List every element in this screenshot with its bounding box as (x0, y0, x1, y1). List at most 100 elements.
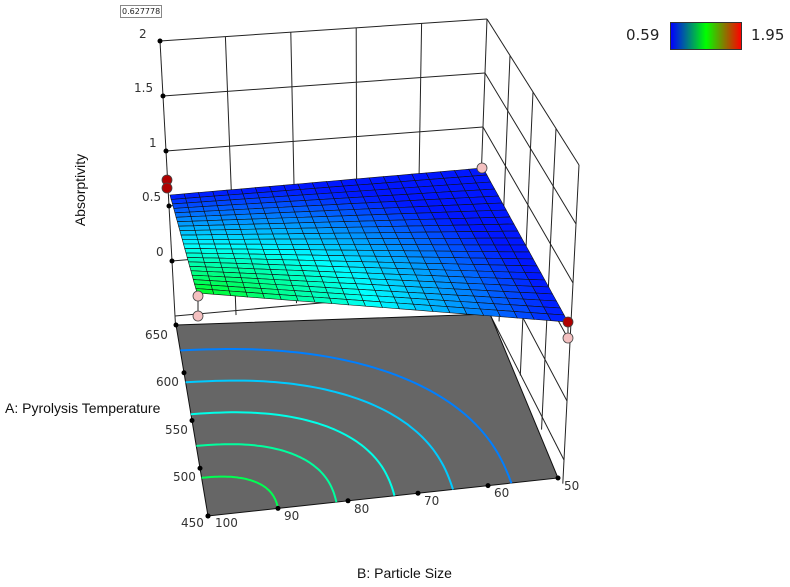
surface-cell (248, 253, 268, 260)
surface-cell (208, 224, 226, 231)
a-tick-label: 450 (181, 516, 204, 530)
surface-cell (278, 249, 297, 256)
design-point (161, 182, 173, 194)
surface-cell (369, 244, 389, 251)
a-tick-mark (189, 418, 195, 423)
surface-cell (257, 233, 276, 240)
surface-cell (236, 218, 255, 225)
b-tick-mark (485, 483, 491, 489)
b-tick-label: 90 (284, 509, 300, 523)
surface-cell (346, 226, 366, 234)
surface-cell (268, 222, 287, 230)
surface-cell (340, 249, 361, 257)
surface-cell (240, 228, 259, 235)
surface-cell (211, 234, 229, 240)
color-scale-legend (670, 22, 742, 50)
surface-cell (322, 244, 342, 251)
a-tick-label: 600 (156, 375, 179, 389)
surface-cell (194, 229, 213, 236)
surface-cell (209, 229, 228, 236)
surface-cell (260, 243, 280, 250)
surface-cell (178, 225, 196, 231)
surface-cell (374, 255, 395, 263)
surface-cell (250, 258, 269, 265)
surface-cell (359, 255, 379, 263)
b-tick-label: 80 (354, 502, 370, 516)
design-point (192, 310, 204, 322)
z-tick-label: 1 (149, 136, 157, 150)
back-wall-gridline (165, 126, 484, 152)
surface-cell (293, 249, 313, 256)
surface-cell (289, 238, 309, 245)
surface-cell (325, 249, 345, 257)
b-tick-label: 60 (494, 486, 510, 500)
surface-cell (200, 248, 218, 254)
surface-cell (180, 234, 199, 240)
surface-cell (372, 250, 392, 257)
b-tick-mark (275, 505, 281, 511)
z-tick-mark (163, 148, 169, 154)
surface-cell (498, 223, 519, 232)
surface-cell (333, 197, 352, 205)
surface-cell (295, 295, 316, 303)
contour-line (190, 411, 396, 496)
surface-cell (291, 243, 311, 251)
surface-cell (247, 207, 266, 215)
design-point (562, 316, 574, 328)
surface-cell (311, 254, 331, 262)
a-tick-mark (197, 465, 203, 471)
right-wall-gridline (541, 128, 557, 430)
surface-cell (224, 229, 243, 235)
surface-cell (234, 213, 253, 220)
surface-cell (312, 296, 333, 304)
surface-cell (279, 294, 299, 302)
surface-cell (358, 220, 378, 228)
right-wall-gridline (519, 91, 534, 376)
surface-cell (300, 227, 320, 234)
surface-cell (351, 238, 371, 245)
z-tick-label: 1.5 (134, 81, 154, 95)
surface-cell (283, 222, 302, 229)
surface-cell (304, 199, 323, 207)
surface-cell (307, 244, 327, 251)
surface-cell (277, 206, 296, 214)
surface-cell (258, 238, 278, 245)
surface-cell (262, 293, 282, 300)
contour-line (196, 443, 338, 503)
surface-cell (346, 299, 367, 307)
surface-cell (274, 238, 293, 245)
a-tick-label: 500 (173, 470, 196, 484)
surface-cell (475, 181, 496, 191)
surface-cell (341, 214, 360, 222)
surface-cell (215, 248, 234, 255)
design-point (562, 332, 574, 344)
surface-cell (331, 226, 350, 234)
surface-cell (323, 209, 343, 217)
surface-cell (343, 220, 363, 228)
z-tick-label: 0 (156, 245, 164, 259)
a-axis-label: A: Pyrolysis Temperature (5, 400, 161, 416)
z-tick-mark (169, 258, 175, 264)
a-tick-label: 650 (145, 328, 168, 342)
surface-cell (214, 243, 233, 250)
surface-cell (311, 216, 330, 223)
surface-cell (218, 257, 237, 264)
surface-cell (280, 254, 299, 261)
surface-cell (354, 244, 374, 251)
back-wall-gridline (162, 72, 486, 97)
value-readout: 0.627778 (120, 5, 163, 18)
surface-cell (296, 216, 315, 224)
surface-cell (294, 211, 313, 218)
surface-cell (328, 221, 348, 228)
surface-cell (272, 233, 291, 240)
a-tick-mark (181, 370, 187, 376)
b-tick-label: 100 (215, 516, 238, 530)
surface-cell (361, 226, 381, 234)
surface-cell (348, 232, 368, 240)
surface-cell (336, 238, 355, 245)
surface-cell (332, 266, 352, 273)
b-tick-mark (205, 513, 211, 519)
surface-cell (249, 213, 268, 220)
surface-cell (179, 229, 197, 236)
